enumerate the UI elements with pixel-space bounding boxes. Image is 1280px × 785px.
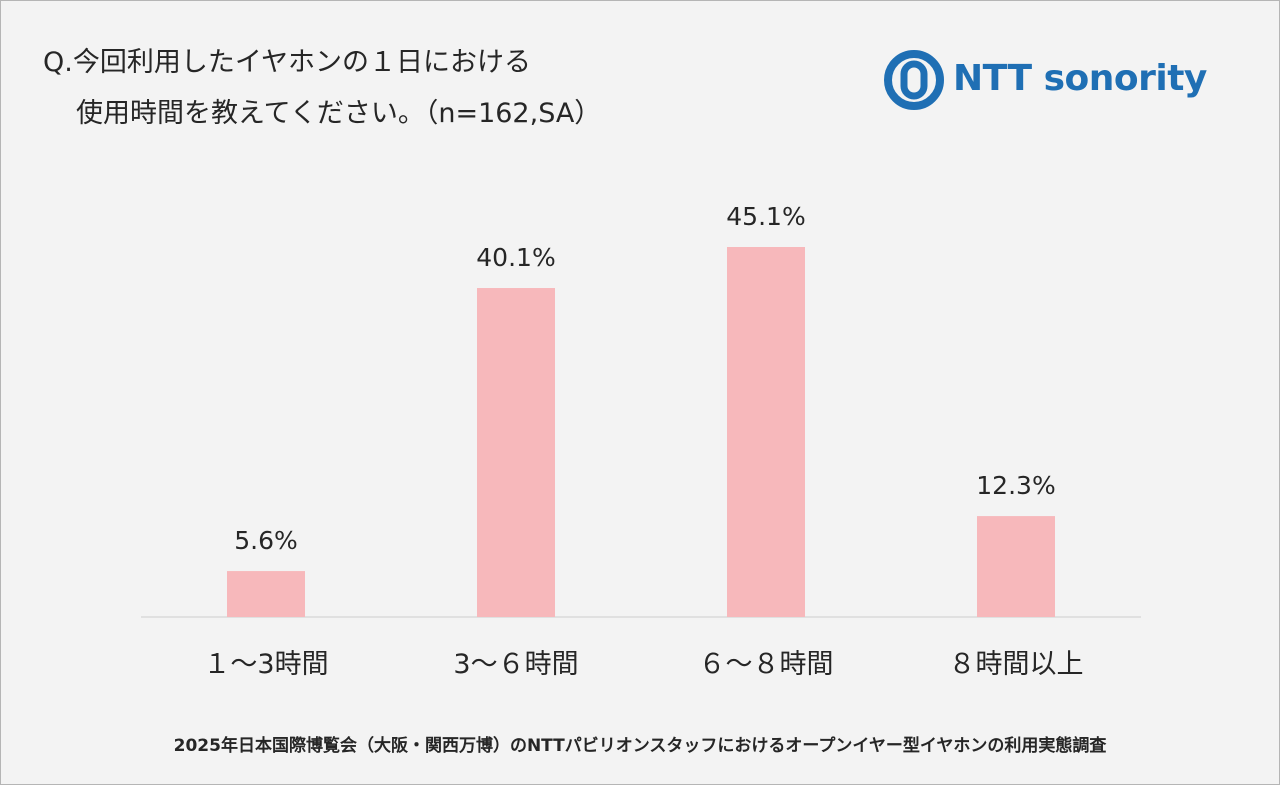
- category-labels-group: １～3時間 3～６時間 ６～８時間 ８時間以上: [203, 649, 1083, 680]
- value-label-1: 5.6%: [234, 526, 298, 555]
- bars-group: [227, 247, 1055, 617]
- category-label-4: ８時間以上: [949, 649, 1084, 680]
- value-label-3: 45.1%: [726, 202, 805, 231]
- question-line-2: 使用時間を教えてください。（n=162,SA）: [76, 98, 602, 129]
- bar-4: [977, 516, 1055, 617]
- bar-1: [227, 571, 305, 617]
- category-label-1: １～3時間: [203, 649, 328, 680]
- bar-3: [727, 247, 805, 617]
- footer-caption: 2025年日本国際博覧会（大阪・関西万博）のNTTパビリオンスタッフにおけるオー…: [173, 736, 1107, 756]
- category-label-2: 3～６時間: [453, 649, 578, 680]
- question-line-1: Q.今回利用したイヤホンの１日における: [43, 47, 532, 78]
- value-label-2: 40.1%: [476, 243, 555, 272]
- value-label-4: 12.3%: [976, 471, 1055, 500]
- bar-2: [477, 288, 555, 617]
- ntt-sonority-logo: NTT sonority: [883, 49, 1207, 111]
- value-labels-group: 5.6% 40.1% 45.1% 12.3%: [234, 202, 1055, 555]
- sonority-ring-logo-icon: [884, 50, 944, 110]
- logo-text: NTT sonority: [953, 58, 1207, 99]
- category-label-3: ６～８時間: [699, 649, 834, 680]
